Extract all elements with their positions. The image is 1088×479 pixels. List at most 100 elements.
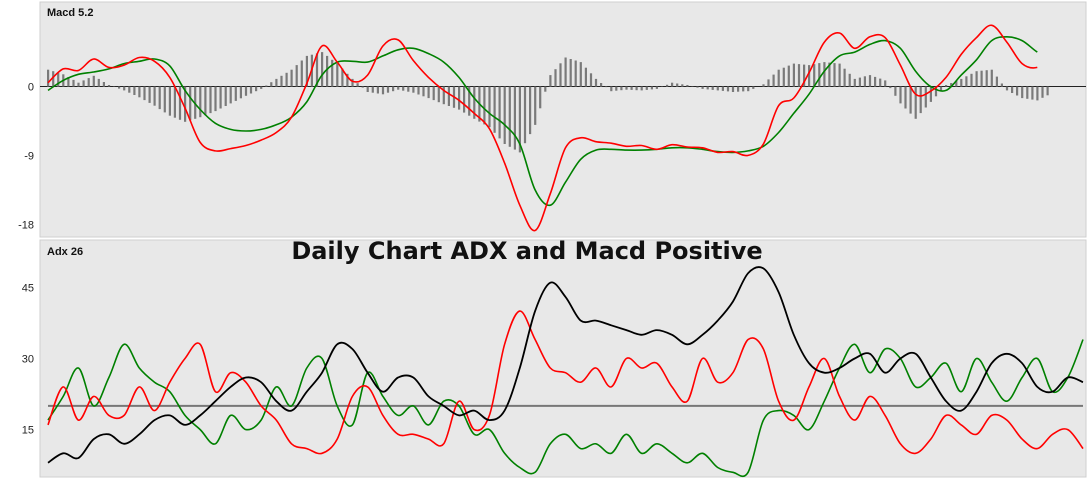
histogram-bar [285, 72, 288, 87]
histogram-bar [336, 63, 339, 87]
histogram-bar [696, 86, 699, 88]
histogram-bar [564, 57, 567, 87]
minus-di-line [47, 310, 1084, 455]
macd-line [47, 24, 1038, 232]
histogram-bar [909, 86, 912, 114]
adx-y-tick-label: 30 [22, 354, 34, 366]
histogram-bar [737, 86, 740, 92]
histogram-bar [239, 86, 242, 99]
histogram-bar [255, 86, 258, 92]
histogram-bar [955, 80, 958, 87]
histogram-bar [919, 86, 922, 114]
histogram-bar [1016, 86, 1019, 96]
histogram-bar [407, 86, 410, 92]
histogram-bar [158, 86, 161, 110]
histogram-bar [889, 86, 892, 89]
histogram-bar [782, 67, 785, 87]
macd-y-tick-label: -9 [24, 150, 34, 162]
histogram-bar [818, 63, 821, 87]
histogram-bar [676, 83, 679, 87]
histogram-bar [554, 69, 557, 87]
histogram-bar [92, 75, 95, 87]
histogram-bar [473, 86, 476, 119]
histogram-bar [488, 86, 491, 128]
histogram-bar [539, 86, 542, 109]
histogram-bar [483, 86, 486, 125]
histogram-bar [762, 84, 765, 87]
histogram-bar [138, 86, 141, 98]
histogram-bar [305, 55, 308, 87]
histogram-bar [432, 86, 435, 101]
histogram-bar [666, 84, 669, 87]
histogram-bar [249, 86, 253, 94]
histogram-bar [650, 86, 653, 90]
histogram-bar [518, 86, 521, 153]
histogram-bar [731, 86, 735, 92]
histogram-bar [1036, 86, 1039, 101]
adx-panel-background [39, 239, 1087, 478]
histogram-bar [625, 86, 628, 90]
histogram-bar [244, 86, 248, 96]
histogram-bar [1041, 86, 1044, 98]
histogram-bar [184, 86, 187, 122]
adx-y-axis-ticks: 45 30 15 [22, 282, 34, 436]
histogram-bar [899, 86, 902, 104]
histogram-bar [143, 86, 146, 101]
histogram-bar [82, 80, 85, 87]
histogram-bar [447, 86, 450, 106]
histogram-bar [133, 86, 136, 95]
histogram-bar [148, 86, 151, 103]
histogram-bar [437, 86, 440, 103]
histogram-bar [868, 75, 872, 87]
histogram-bar [787, 65, 790, 87]
histogram-bar [975, 71, 978, 87]
histogram-bar [579, 62, 582, 87]
histogram-bar [721, 86, 724, 91]
histogram-bar [412, 86, 415, 93]
chart-title: Daily Chart ADX and Macd Positive [291, 237, 762, 265]
histogram-bar [523, 86, 527, 144]
histogram-bar [589, 73, 593, 87]
histogram-bar [1046, 86, 1049, 96]
histogram-bar [853, 78, 856, 87]
histogram-bar [549, 75, 552, 87]
histogram-bar [828, 62, 831, 87]
histogram-bar [295, 65, 298, 87]
histogram-bar [655, 86, 658, 89]
histogram-bar [168, 86, 171, 116]
histogram-bar [904, 86, 907, 109]
macd-panel-background [39, 1, 1087, 238]
histogram-bar [508, 86, 511, 147]
histogram-bar [107, 85, 111, 87]
histogram-bar [752, 86, 755, 89]
histogram-bar [392, 86, 395, 92]
histogram-bar [371, 86, 374, 93]
histogram-bar [879, 78, 882, 87]
histogram-bar [980, 70, 983, 87]
macd-histogram [47, 52, 1049, 153]
histogram-bar [118, 86, 121, 89]
histogram-bar [924, 86, 927, 108]
histogram-bar [813, 64, 816, 87]
histogram-bar [219, 86, 222, 109]
histogram-bar [341, 68, 344, 87]
macd-panel-title: Macd 5.2 [47, 7, 93, 19]
histogram-bar [331, 59, 334, 87]
histogram-bar [970, 73, 973, 87]
histogram-bar [1011, 86, 1014, 93]
histogram-bar [128, 86, 131, 93]
histogram-bar [808, 65, 811, 87]
histogram-bar [315, 53, 319, 87]
histogram-bar [569, 59, 572, 87]
histogram-bar [1000, 83, 1003, 87]
adx-panel-title: Adx 26 [47, 246, 83, 258]
histogram-bar [797, 64, 801, 87]
histogram-bar [458, 86, 461, 110]
histogram-bar [463, 86, 466, 113]
histogram-bar [204, 86, 207, 116]
histogram-bar [635, 86, 638, 91]
histogram-bar [630, 86, 633, 90]
histogram-bar [803, 64, 806, 87]
histogram-bar [894, 86, 897, 96]
